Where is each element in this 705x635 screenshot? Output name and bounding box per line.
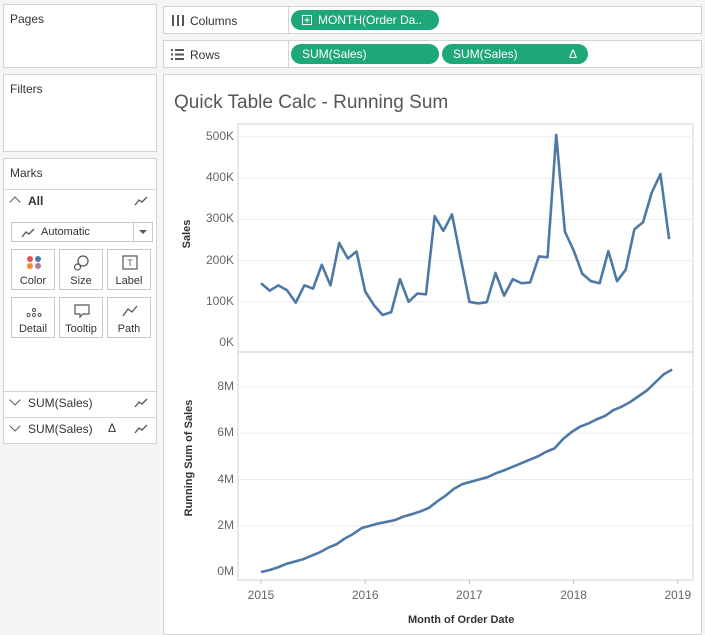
y-tick-label: 6M [217,425,234,440]
y-tick-label: 100K [205,293,234,308]
chevron-down-icon[interactable] [133,223,152,241]
columns-icon [172,15,184,26]
y-tick-label: 0K [219,335,234,349]
label-button-label: Label [115,275,143,287]
marks-layer-running-sum[interactable]: SUM(Sales) Δ [4,417,156,441]
shelf-divider [288,7,289,33]
color-button[interactable]: Color [11,249,55,290]
line-mark-icon [134,424,148,434]
svg-text:T: T [127,258,133,268]
marks-card: Marks All Automatic Color Size T Label [3,158,157,444]
x-tick-label: 2019 [664,588,692,602]
sales-line [260,133,671,317]
marks-layer-label: SUM(Sales) [28,422,93,436]
y-tick-label: 4M [217,471,234,486]
y-tick-label: 2M [217,517,234,532]
month-order-date-pill[interactable]: MONTH(Order Da.. [291,10,439,30]
rows-shelf-label: Rows [190,48,221,62]
size-button-label: Size [70,275,92,287]
path-button-label: Path [117,323,141,335]
line-mark-icon [134,196,148,206]
line-chart [237,123,694,584]
marks-layer-sales[interactable]: SUM(Sales) [4,391,156,415]
path-line-icon [122,305,138,317]
delta-icon: Δ [568,47,577,61]
line-mark-icon [134,398,148,408]
columns-shelf[interactable]: Columns MONTH(Order Da.. [163,6,702,34]
mark-type-dropdown[interactable]: Automatic [11,222,153,242]
y-tick-label: 500K [205,129,234,143]
running-sum-line [260,368,673,574]
size-circles-icon [73,255,89,271]
view-area: Quick Table Calc - Running Sum Sales Run… [163,74,702,635]
rows-shelf[interactable]: Rows SUM(Sales) SUM(Sales) Δ [163,40,702,68]
pill-label: SUM(Sales) [302,47,367,61]
expand-plus-icon[interactable] [302,15,312,25]
chevron-up-icon [9,196,21,208]
chevron-down-icon [9,394,21,406]
y-tick-label: 200K [205,252,234,267]
tooltip-button-label: Tooltip [65,323,97,335]
label-text-icon: T [122,255,138,270]
x-axis-title: Month of Order Date [408,614,515,626]
x-tick-label: 2017 [456,588,483,602]
shelf-divider [288,41,289,67]
size-button[interactable]: Size [59,249,103,290]
filters-card[interactable]: Filters [3,74,157,152]
tooltip-speech-icon [74,304,90,319]
filters-card-title: Filters [10,82,43,96]
pill-label: MONTH(Order Da.. [318,13,423,27]
view-title: Quick Table Calc - Running Sum [174,92,449,113]
marks-all-label: All [28,194,44,208]
line-mark-icon [21,228,35,238]
color-dots-icon [27,256,41,269]
chevron-down-icon [9,420,21,432]
label-button[interactable]: T Label [107,249,151,290]
mark-type-label: Automatic [41,226,90,238]
delta-icon: Δ [108,421,117,435]
sum-sales-pill[interactable]: SUM(Sales) [291,44,439,64]
y-tick-label: 0M [217,564,234,578]
y-tick-label: 8M [217,379,234,393]
rows-icon [171,49,184,60]
tooltip-button[interactable]: Tooltip [59,297,103,338]
detail-button[interactable]: Detail [11,297,55,338]
x-tick-label: 2016 [351,588,379,602]
detail-button-label: Detail [18,323,48,335]
y-tick-label: 300K [205,211,234,226]
running-sum-sales-pill[interactable]: SUM(Sales) Δ [442,44,588,64]
pages-card: Pages [3,4,157,68]
x-tick-label: 2015 [247,588,275,602]
columns-shelf-label: Columns [190,14,238,28]
marks-layer-label: SUM(Sales) [28,396,93,410]
pill-label: SUM(Sales) [453,47,518,61]
path-button[interactable]: Path [107,297,151,338]
detail-dots-icon [26,308,42,317]
y-tick-label: 400K [205,170,234,185]
pages-card-title: Pages [10,12,45,26]
x-tick-label: 2018 [560,588,587,602]
color-button-label: Color [19,275,47,287]
marks-all-row[interactable]: All [4,189,156,213]
marks-card-title: Marks [10,166,43,180]
